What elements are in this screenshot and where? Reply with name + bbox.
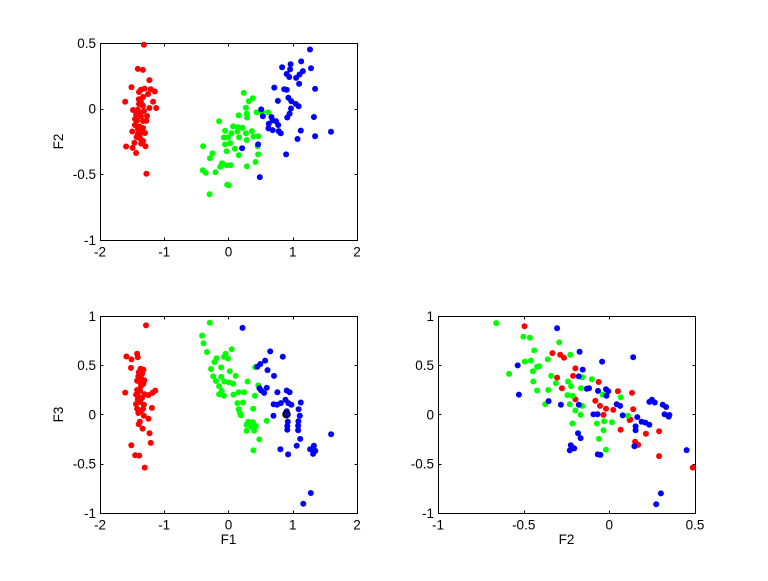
svg-text:-1: -1 [158, 518, 170, 533]
svg-text:F2: F2 [559, 532, 575, 547]
svg-text:0: 0 [225, 518, 233, 533]
svg-text:0: 0 [606, 518, 614, 533]
svg-text:0: 0 [426, 407, 434, 422]
svg-text:-0.5: -0.5 [73, 167, 96, 182]
svg-text:-1: -1 [158, 245, 170, 260]
svg-text:-1: -1 [84, 233, 96, 248]
svg-text:-1: -1 [422, 506, 434, 521]
svg-text:-1: -1 [84, 506, 96, 521]
svg-text:1: 1 [289, 518, 297, 533]
svg-text:-0.5: -0.5 [512, 518, 535, 533]
svg-text:F2: F2 [51, 134, 66, 150]
svg-text:1: 1 [289, 245, 297, 260]
svg-text:F1: F1 [221, 532, 237, 547]
svg-text:0.5: 0.5 [415, 358, 434, 373]
svg-text:-0.5: -0.5 [73, 457, 96, 472]
svg-text:2: 2 [353, 245, 361, 260]
svg-text:-2: -2 [94, 245, 106, 260]
svg-text:0: 0 [88, 102, 96, 117]
svg-text:-1: -1 [432, 518, 444, 533]
svg-text:0.5: 0.5 [77, 358, 96, 373]
svg-text:0: 0 [88, 407, 96, 422]
svg-text:1: 1 [426, 309, 434, 324]
svg-text:0: 0 [225, 245, 233, 260]
svg-text:2: 2 [353, 518, 361, 533]
svg-text:-2: -2 [94, 518, 106, 533]
svg-text:1: 1 [88, 309, 96, 324]
svg-text:0.5: 0.5 [77, 36, 96, 51]
svg-text:0.5: 0.5 [686, 518, 705, 533]
svg-text:F3: F3 [51, 407, 66, 423]
svg-text:-0.5: -0.5 [411, 457, 434, 472]
